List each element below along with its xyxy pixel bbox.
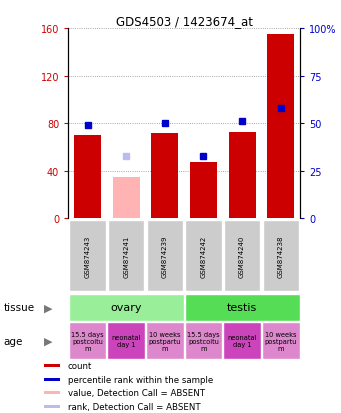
Text: neonatal
day 1: neonatal day 1 (227, 334, 257, 347)
Bar (69, 294, 184, 322)
Bar (107, 323, 145, 359)
Bar (74, 136, 101, 219)
Bar (224, 221, 260, 292)
Bar (262, 323, 300, 359)
Text: testis: testis (227, 303, 257, 313)
Bar (44, 392, 60, 394)
Text: GSM874240: GSM874240 (239, 235, 245, 277)
Text: value, Detection Call = ABSENT: value, Detection Call = ABSENT (68, 388, 205, 397)
Bar (69, 323, 106, 359)
Bar (151, 133, 178, 219)
Bar (263, 221, 299, 292)
Text: rank, Detection Call = ABSENT: rank, Detection Call = ABSENT (68, 402, 201, 411)
Bar (108, 221, 144, 292)
Text: count: count (68, 361, 92, 370)
Text: GSM874239: GSM874239 (162, 235, 168, 277)
Text: 10 weeks
postpartu
m: 10 weeks postpartu m (265, 331, 297, 351)
Text: GSM874241: GSM874241 (123, 235, 129, 277)
Text: GSM874243: GSM874243 (85, 235, 90, 277)
Text: tissue: tissue (3, 303, 34, 313)
Bar (185, 221, 222, 292)
Bar (184, 323, 222, 359)
Text: 15.5 days
postcoitu
m: 15.5 days postcoitu m (187, 331, 220, 351)
Bar (267, 35, 294, 219)
Text: GSM874242: GSM874242 (201, 235, 206, 277)
Bar (69, 221, 106, 292)
Title: GDS4503 / 1423674_at: GDS4503 / 1423674_at (116, 15, 253, 28)
Bar (228, 132, 256, 219)
Bar (44, 378, 60, 381)
Text: GSM874238: GSM874238 (278, 235, 284, 277)
Text: 15.5 days
postcoitu
m: 15.5 days postcoitu m (71, 331, 104, 351)
Text: percentile rank within the sample: percentile rank within the sample (68, 375, 213, 384)
Text: ovary: ovary (110, 303, 142, 313)
Text: neonatal
day 1: neonatal day 1 (112, 334, 141, 347)
Bar (44, 405, 60, 408)
Text: 10 weeks
postpartu
m: 10 weeks postpartu m (149, 331, 181, 351)
Bar (147, 221, 183, 292)
Bar (223, 323, 261, 359)
Text: ▶: ▶ (44, 336, 52, 346)
Text: ▶: ▶ (44, 303, 52, 313)
Bar (184, 294, 300, 322)
Bar (146, 323, 184, 359)
Bar (44, 365, 60, 368)
Bar (190, 163, 217, 219)
Text: age: age (3, 336, 23, 346)
Bar (113, 177, 140, 219)
